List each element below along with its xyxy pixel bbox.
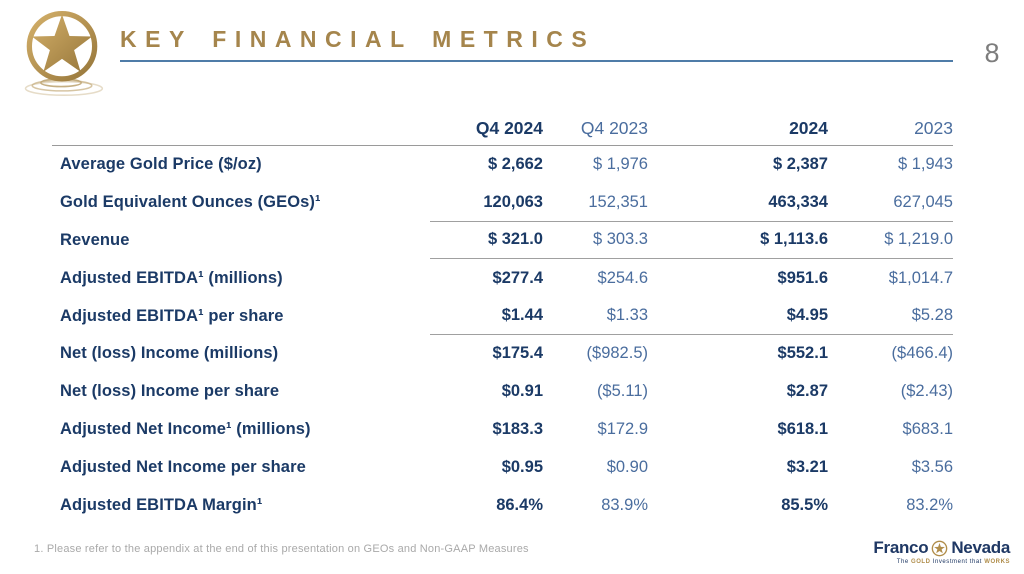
value-fy-2024: $ 1,113.6 bbox=[648, 222, 828, 260]
row-label: Adjusted Net Income¹ (millions) bbox=[60, 419, 311, 438]
value-fy-2023: $5.28 bbox=[828, 297, 953, 335]
value-fy-2023: 83.2% bbox=[906, 495, 953, 514]
star-icon bbox=[931, 540, 948, 556]
value-q4-2024: 120,063 bbox=[430, 184, 543, 222]
row-label: Adjusted Net Income per share bbox=[60, 457, 306, 476]
value-fy-2024: $3.21 bbox=[786, 457, 828, 476]
table-row: Adjusted EBITDA¹ per share $1.44 $1.33 $… bbox=[52, 297, 953, 335]
page-number: 8 bbox=[984, 38, 1000, 68]
row-label: Adjusted EBITDA Margin¹ bbox=[60, 495, 263, 514]
value-q4-2023: ($982.5) bbox=[586, 344, 648, 363]
page-title: KEY FINANCIAL METRICS bbox=[120, 26, 596, 52]
value-fy-2023: 627,045 bbox=[828, 184, 953, 222]
table-row: Adjusted EBITDA¹ (millions) $277.4 $254.… bbox=[52, 259, 953, 297]
value-fy-2024: $ 2,387 bbox=[772, 155, 828, 174]
value-q4-2024: $ 321.0 bbox=[430, 222, 543, 260]
value-fy-2023: $1,014.7 bbox=[888, 268, 953, 287]
footnote: 1. Please refer to the appendix at the e… bbox=[34, 543, 529, 555]
value-fy-2024: 85.5% bbox=[781, 495, 828, 514]
value-q4-2024: $183.3 bbox=[492, 419, 543, 438]
table-row: Adjusted EBITDA Margin¹ 86.4% 83.9% 85.5… bbox=[52, 486, 953, 524]
row-label: Average Gold Price ($/oz) bbox=[60, 155, 262, 174]
franco-nevada-wordmark: Franco Nevada The GOLD Investment that W… bbox=[873, 538, 1010, 565]
value-q4-2024: $ 2,662 bbox=[487, 155, 543, 174]
value-q4-2024: $175.4 bbox=[492, 344, 543, 363]
value-fy-2023: ($2.43) bbox=[900, 382, 953, 401]
row-label: Gold Equivalent Ounces (GEOs)¹ bbox=[60, 193, 321, 212]
column-header-fy-2024: 2024 bbox=[648, 112, 828, 146]
value-q4-2024: $1.44 bbox=[430, 297, 543, 335]
row-label: Net (loss) Income per share bbox=[60, 382, 280, 401]
value-fy-2024: $618.1 bbox=[777, 419, 828, 438]
row-label: Adjusted EBITDA¹ (millions) bbox=[60, 268, 283, 287]
wordmark-nevada: Nevada bbox=[951, 538, 1010, 557]
value-fy-2024: $2.87 bbox=[786, 382, 828, 401]
table-row: Revenue $ 321.0 $ 303.3 $ 1,113.6 $ 1,21… bbox=[52, 222, 953, 260]
row-label: Net (loss) Income (millions) bbox=[60, 344, 279, 363]
value-fy-2023: $ 1,943 bbox=[897, 155, 953, 174]
value-q4-2023: $ 1,976 bbox=[592, 155, 648, 174]
value-q4-2023: 152,351 bbox=[543, 184, 648, 222]
value-fy-2023: $683.1 bbox=[902, 419, 953, 438]
value-fy-2024: $4.95 bbox=[648, 297, 828, 335]
value-fy-2023: $ 1,219.0 bbox=[828, 222, 953, 260]
table-row: Net (loss) Income per share $0.91 ($5.11… bbox=[52, 373, 953, 411]
wordmark-franco: Franco bbox=[873, 538, 929, 557]
table-row: Adjusted Net Income¹ (millions) $183.3 $… bbox=[52, 411, 953, 449]
table-row: Adjusted Net Income per share $0.95 $0.9… bbox=[52, 448, 953, 486]
header-spacer bbox=[52, 112, 430, 146]
value-q4-2024: $277.4 bbox=[492, 268, 543, 287]
value-q4-2023: $254.6 bbox=[597, 268, 648, 287]
value-fy-2023: $3.56 bbox=[911, 457, 953, 476]
value-q4-2023: $172.9 bbox=[597, 419, 648, 438]
column-header-q4-2023: Q4 2023 bbox=[543, 112, 648, 146]
value-q4-2023: 83.9% bbox=[601, 495, 648, 514]
franco-nevada-star-icon bbox=[24, 10, 104, 96]
table-row: Gold Equivalent Ounces (GEOs)¹ 120,063 1… bbox=[52, 184, 953, 222]
brand-tagline: The GOLD Investment that WORKS bbox=[896, 559, 1010, 565]
value-fy-2024: $951.6 bbox=[777, 268, 828, 287]
value-q4-2023: $ 303.3 bbox=[543, 222, 648, 260]
row-label: Revenue bbox=[60, 230, 130, 249]
column-header-q4-2024: Q4 2024 bbox=[430, 112, 543, 146]
value-fy-2023: ($466.4) bbox=[891, 344, 953, 363]
value-q4-2023: ($5.11) bbox=[596, 382, 648, 401]
row-label: Adjusted EBITDA¹ per share bbox=[60, 306, 284, 325]
table-row: Average Gold Price ($/oz) $ 2,662 $ 1,97… bbox=[52, 146, 953, 184]
value-fy-2024: 463,334 bbox=[648, 184, 828, 222]
value-fy-2024: $552.1 bbox=[777, 344, 828, 363]
table-header-row: Q4 2024 Q4 2023 2024 2023 bbox=[52, 112, 953, 146]
value-q4-2024: 86.4% bbox=[496, 495, 543, 514]
key-financial-metrics-table: Q4 2024 Q4 2023 2024 2023 Average Gold P… bbox=[52, 112, 953, 524]
table-row: Net (loss) Income (millions) $175.4 ($98… bbox=[52, 335, 953, 373]
value-q4-2023: $1.33 bbox=[543, 297, 648, 335]
value-q4-2024: $0.95 bbox=[501, 457, 543, 476]
title-underline bbox=[120, 60, 953, 62]
value-q4-2023: $0.90 bbox=[606, 457, 648, 476]
value-q4-2024: $0.91 bbox=[501, 382, 543, 401]
column-header-fy-2023: 2023 bbox=[828, 112, 953, 146]
